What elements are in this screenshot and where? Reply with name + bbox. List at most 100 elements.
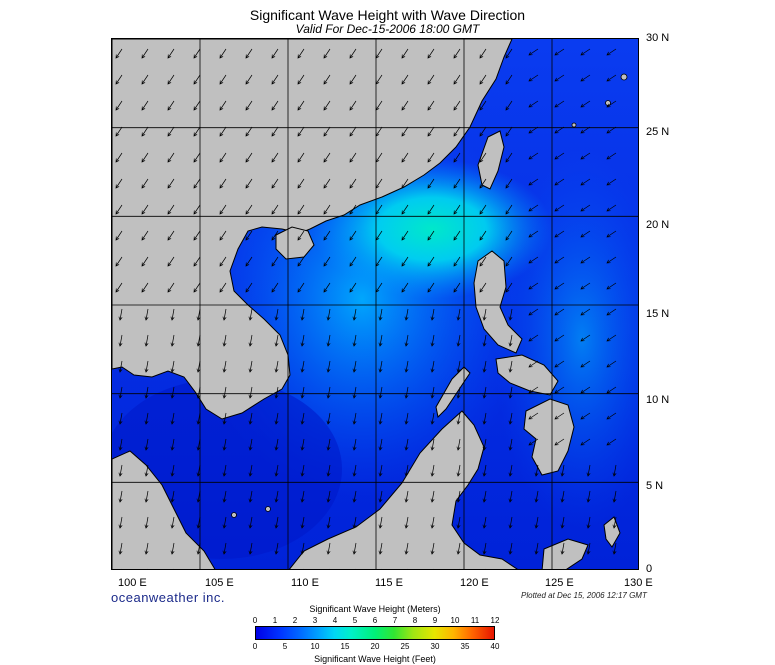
wave-direction-arrow [580,334,591,342]
wave-direction-arrow [612,490,617,503]
colorbar-meters-tick: 12 [490,616,500,625]
wave-direction-arrow [482,542,487,555]
wave-direction-arrow [326,490,331,503]
lon-label-120e: 120 E [460,577,489,589]
wave-direction-arrow [606,386,617,394]
wave-direction-arrow [219,178,227,189]
wave-direction-arrow [508,490,513,503]
wave-direction-arrow [193,100,201,111]
wave-direction-arrow [606,360,617,368]
wave-direction-arrow [274,542,279,555]
wave-direction-arrow [453,230,461,241]
wave-direction-arrow [245,204,253,215]
wave-direction-arrow [144,360,149,373]
wave-direction-arrow [170,412,175,425]
wave-direction-arrow [274,386,279,399]
wave-direction-arrow [479,48,487,59]
wave-direction-arrow [554,256,565,264]
wave-direction-arrow [300,542,305,555]
wave-direction-arrow [271,74,279,85]
wave-direction-arrow [297,126,305,137]
wave-direction-arrow [326,334,331,347]
wave-direction-arrow [271,178,279,189]
map-canvas [112,39,638,569]
wave-direction-arrow [115,100,123,111]
colorbar-title-meters: Significant Wave Height (Meters) [309,604,441,614]
wave-direction-arrow [456,360,461,373]
colorbar [255,626,495,640]
wave-direction-arrow [323,178,331,189]
wave-direction-arrow [297,256,305,267]
wave-direction-arrow [401,282,409,293]
colorbar-feet-tick: 30 [430,642,440,651]
wave-direction-arrow [248,308,253,321]
wave-direction-arrow [193,256,201,267]
wave-direction-arrow [170,308,175,321]
wave-direction-arrow [528,334,539,342]
colorbar-meters-tick: 1 [272,616,278,625]
wave-direction-arrow [118,334,123,347]
wave-direction-arrow [167,178,175,189]
wave-direction-arrow [505,48,513,59]
wave-direction-arrow [606,74,617,82]
wave-direction-arrow [580,204,591,212]
wave-direction-arrow [404,438,409,451]
wave-direction-arrow [300,464,305,477]
wave-direction-arrow [505,152,513,163]
wave-direction-arrow [560,490,565,503]
wave-direction-arrow [401,256,409,267]
wave-direction-arrow [430,386,435,399]
wave-direction-arrow [580,282,591,290]
wave-direction-arrow [323,256,331,267]
wave-direction-arrow [479,282,487,293]
wave-direction-arrow [219,48,227,59]
wave-direction-arrow [170,360,175,373]
wave-direction-arrow [222,542,227,555]
lon-label-100e: 100 E [118,577,147,589]
wave-direction-arrow [430,412,435,425]
wave-direction-arrow [193,178,201,189]
wave-direction-arrow [144,516,149,529]
wave-direction-arrow [430,490,435,503]
land-mainland-asia [112,39,513,420]
wave-direction-arrow [430,438,435,451]
wave-direction-arrow [118,386,123,399]
wave-direction-arrow [115,126,123,137]
wave-direction-arrow [528,386,539,394]
wave-direction-arrow [375,152,383,163]
wave-direction-arrow [528,204,539,212]
wave-direction-arrow [375,230,383,241]
wave-direction-arrow [118,412,123,425]
wave-direction-arrow [404,490,409,503]
wave-direction-arrow [580,360,591,368]
wave-direction-arrow [326,542,331,555]
wave-direction-arrow [323,126,331,137]
wave-direction-arrow [349,282,357,293]
wave-direction-arrow [196,516,201,529]
wave-direction-arrow [612,516,617,529]
wave-direction-arrow [401,74,409,85]
wave-direction-arrow [404,334,409,347]
wave-direction-arrow [453,204,461,215]
wave-direction-arrow [479,230,487,241]
wave-direction-arrow [560,516,565,529]
lat-label-25n: 25 N [646,126,670,138]
wave-direction-arrow [482,438,487,451]
wave-direction-arrow [219,204,227,215]
wave-direction-arrow [167,74,175,85]
wave-direction-arrow [349,74,357,85]
wave-direction-arrow [349,230,357,241]
wave-direction-arrow [349,256,357,267]
wave-direction-arrow [274,412,279,425]
wave-direction-arrow [274,308,279,321]
wave-direction-arrow [453,126,461,137]
wave-direction-arrow [563,568,564,569]
wave-direction-arrow [404,516,409,529]
wave-direction-arrow [505,74,513,85]
wave-direction-arrow [277,568,278,569]
wave-direction-arrow [459,568,460,569]
wave-direction-arrow [479,178,487,189]
wave-direction-arrow [505,256,513,267]
land-mindanao [523,398,575,476]
wave-direction-arrow [141,74,149,85]
